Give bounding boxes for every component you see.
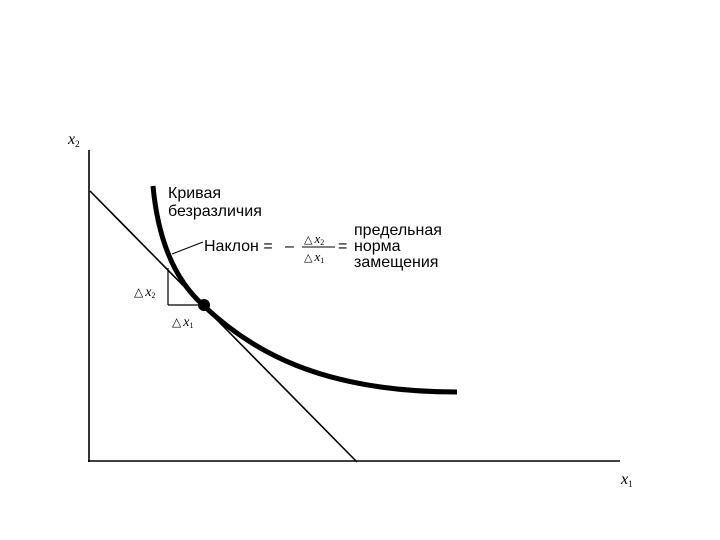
- y-axis-label: x2: [67, 131, 80, 149]
- slope-minus: –: [285, 238, 294, 255]
- tangent-line: [89, 190, 358, 463]
- indifference-curve: [150, 185, 458, 395]
- slope-prefix: Наклон =: [204, 238, 273, 255]
- delta-x1-label: △ x1: [172, 315, 193, 330]
- delta-x2-label: △ x2: [134, 285, 155, 300]
- slope-equals: =: [338, 238, 347, 255]
- curve-label-line1: Кривая: [168, 185, 221, 202]
- curve-label-line2: безразличия: [168, 203, 262, 220]
- slope-numerator: △ x2: [304, 231, 324, 247]
- x-axis-label: x1: [620, 471, 633, 489]
- slope-denominator: △ x1: [304, 249, 324, 265]
- mrs-label-line1: предельная: [354, 222, 442, 239]
- slope-pointer-line: [171, 241, 204, 255]
- tangency-point: [198, 299, 210, 311]
- mrs-label-line3: замещения: [354, 254, 438, 271]
- mrs-label-line2: норма: [354, 238, 401, 255]
